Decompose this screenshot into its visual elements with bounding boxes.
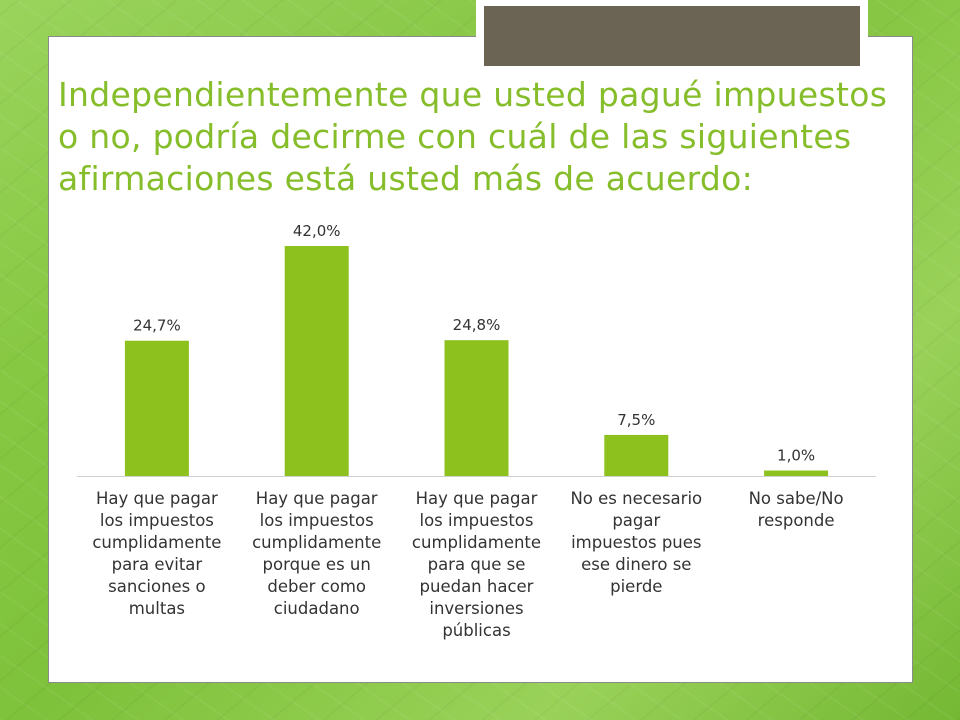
- data-label-4: 7,5%: [617, 411, 655, 429]
- bar-3: [444, 340, 509, 476]
- bar-2: [284, 246, 349, 476]
- category-label-2: Hay que pagar los impuestos cumplidament…: [252, 489, 382, 618]
- category-label-4: No es necesario pagar impuestos pues ese…: [570, 489, 703, 596]
- decorative-tab-fill: [484, 6, 860, 66]
- bar-1: [124, 340, 189, 476]
- category-label-3: Hay que pagar los impuestos cumplidament…: [411, 489, 542, 640]
- data-label-2: 42,0%: [293, 222, 341, 240]
- bar-5: [764, 470, 829, 476]
- data-label-5: 1,0%: [777, 447, 815, 465]
- data-label-3: 24,8%: [453, 316, 501, 334]
- data-label-1: 24,7%: [133, 317, 181, 335]
- category-label-1: Hay que pagar los impuestos cumplidament…: [92, 489, 222, 618]
- category-label-5: No sabe/No responde: [748, 489, 844, 530]
- decorative-tab: [476, 0, 868, 74]
- slide-title: Independientemente que usted pagué impue…: [58, 75, 888, 198]
- bar-4: [604, 434, 669, 476]
